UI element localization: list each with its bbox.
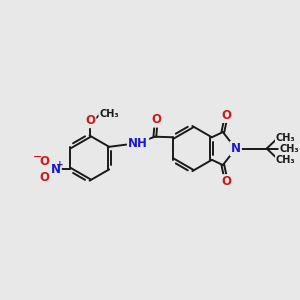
Text: CH₃: CH₃ — [279, 144, 299, 154]
Text: CH₃: CH₃ — [276, 154, 296, 164]
Text: O: O — [39, 171, 49, 184]
Text: O: O — [39, 155, 49, 168]
Text: O: O — [221, 109, 231, 122]
Text: O: O — [151, 113, 161, 126]
Text: CH₃: CH₃ — [276, 133, 296, 142]
Text: N: N — [231, 142, 241, 155]
Text: O: O — [85, 114, 95, 127]
Text: +: + — [56, 160, 64, 169]
Text: N: N — [51, 163, 61, 176]
Text: NH: NH — [128, 136, 148, 150]
Text: −: − — [33, 152, 43, 162]
Text: O: O — [221, 175, 231, 188]
Text: CH₃: CH₃ — [100, 109, 119, 119]
